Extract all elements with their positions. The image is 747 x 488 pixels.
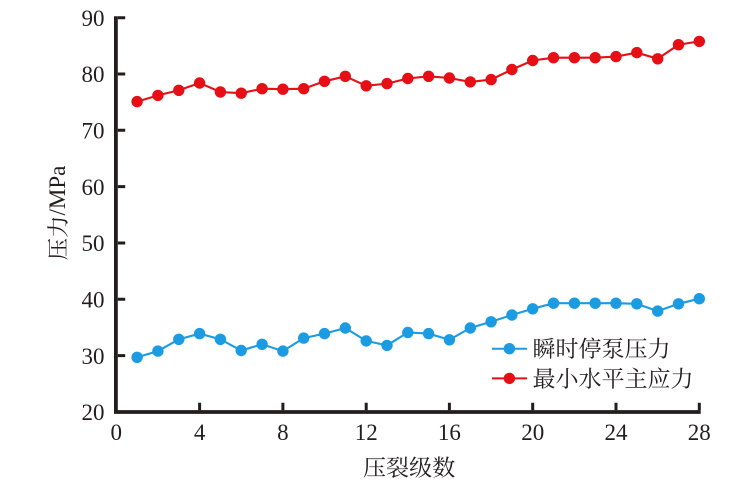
svg-text:24: 24 [605, 420, 629, 445]
svg-text:40: 40 [82, 288, 105, 313]
svg-text:60: 60 [82, 175, 105, 200]
svg-text:20: 20 [521, 420, 544, 445]
svg-text:4: 4 [194, 420, 206, 445]
svg-text:20: 20 [82, 400, 105, 425]
svg-text:8: 8 [277, 420, 289, 445]
svg-text:28: 28 [688, 420, 711, 445]
svg-text:90: 90 [82, 6, 105, 31]
svg-text:16: 16 [438, 420, 461, 445]
svg-text:/MPa: /MPa [45, 166, 70, 216]
svg-text:0: 0 [111, 420, 123, 445]
svg-text:50: 50 [82, 231, 105, 256]
svg-text:30: 30 [82, 344, 105, 369]
svg-text:80: 80 [82, 62, 105, 87]
svg-text:12: 12 [355, 420, 378, 445]
svg-text:70: 70 [82, 119, 105, 144]
